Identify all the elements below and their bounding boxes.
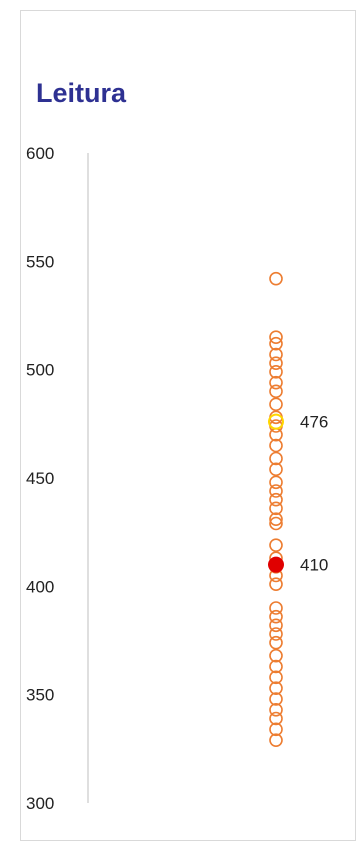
data-point <box>269 627 283 641</box>
data-point <box>269 618 283 633</box>
y-tick-label: 350 <box>26 686 54 705</box>
chart-frame <box>20 10 356 841</box>
y-tick-label: 400 <box>26 577 54 596</box>
data-point <box>269 670 283 685</box>
y-tick-label: 300 <box>26 794 54 813</box>
y-tick-label: 450 <box>26 469 54 488</box>
data-point <box>269 609 283 624</box>
y-tick-label: 500 <box>26 361 54 380</box>
data-point <box>269 601 283 615</box>
data-point <box>269 711 283 726</box>
highlight-point <box>268 556 284 573</box>
data-point <box>269 648 283 663</box>
data-point <box>269 375 283 390</box>
data-label: 410 <box>300 556 328 575</box>
data-point <box>269 475 283 490</box>
data-point <box>269 501 283 516</box>
y-tick-labels: 300 350 400 450 500 550 600 <box>26 144 54 813</box>
highlight-point <box>268 413 284 430</box>
data-point <box>269 484 283 498</box>
y-tick-label: 550 <box>26 252 54 271</box>
data-point <box>269 516 283 531</box>
data-point <box>269 451 283 466</box>
y-tick-label: 600 <box>26 144 54 163</box>
data-point <box>269 703 283 717</box>
data-point <box>269 356 283 370</box>
data-point <box>269 365 283 379</box>
data-point <box>269 347 283 362</box>
data-point <box>269 635 283 650</box>
chart-title: Leitura <box>36 78 127 108</box>
data-point <box>269 577 283 591</box>
data-point <box>269 681 283 695</box>
data-point <box>269 722 283 737</box>
data-point <box>269 397 283 412</box>
data-point <box>269 271 283 286</box>
data-point <box>269 336 283 351</box>
data-point <box>269 330 283 344</box>
data-point <box>269 733 283 747</box>
data-point <box>269 384 283 399</box>
data-point <box>269 438 283 453</box>
data-point <box>269 462 283 477</box>
data-point <box>269 512 283 526</box>
data-point <box>269 659 283 674</box>
data-point <box>269 692 283 706</box>
data-label: 476 <box>300 413 328 432</box>
data-point <box>269 538 283 552</box>
highlight-points: 476 410 <box>268 413 328 575</box>
data-point <box>269 492 283 507</box>
data-points <box>269 271 283 747</box>
